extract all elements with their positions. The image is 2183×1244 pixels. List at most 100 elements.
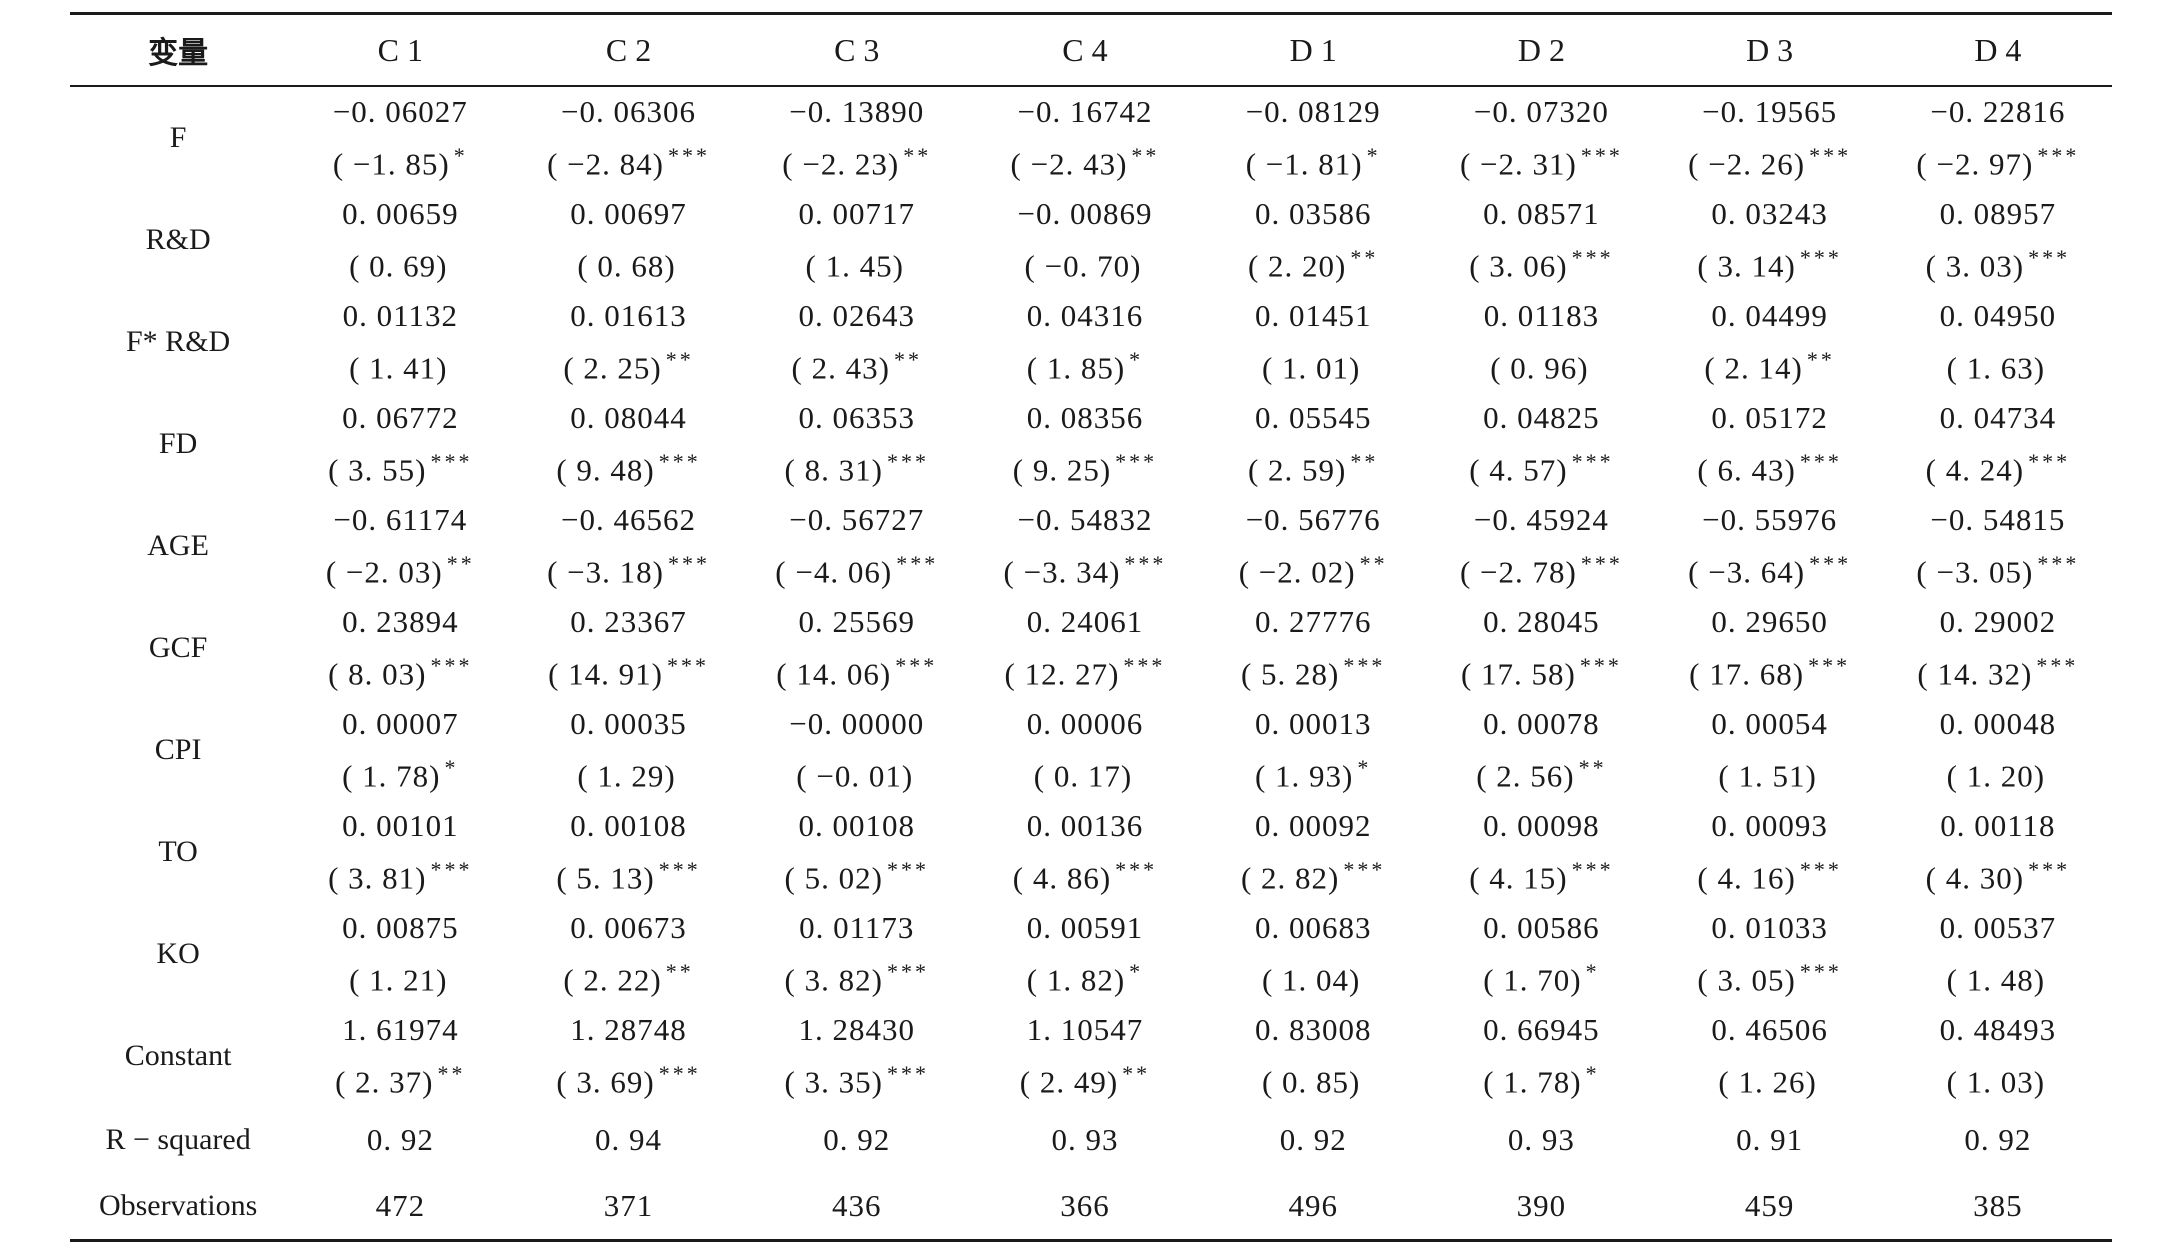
table-cell: −0. 08129 ( −1. 81) * [1199,86,1427,189]
t-statistic: ( 3. 81) [328,860,427,896]
coefficient: 0. 48493 [1939,1011,2057,1047]
coefficient: 0. 66945 [1483,1011,1600,1047]
coefficient: 0. 00007 [342,705,459,741]
t-statistic: ( 6. 43) [1697,452,1796,488]
table-row: R&D 0. 00659( 0. 69) 0. 00697( 0. 68) 0. 00… [70,189,2112,291]
stat-value: 366 [1060,1188,1110,1223]
t-statistic-line: ( 1. 63) [1884,338,2112,390]
t-statistic: ( 8. 31) [784,452,883,488]
t-statistic-line: ( 1. 41) [286,338,514,390]
t-statistic: ( −3. 18) [547,554,664,590]
t-statistic: ( 3. 35) [784,1064,883,1100]
coefficient: −0. 08129 [1245,93,1381,129]
row-label: FD [158,427,198,460]
significance-stars: ** [437,1060,466,1086]
table-row: F* R&D 0. 01132( 1. 41) 0. 01613( 2. 25) **… [70,291,2112,393]
t-statistic: ( −4. 06) [775,554,893,590]
t-statistic-line: ( −2. 26) *** [1656,134,1884,186]
table-cell: −0. 00000 ( −0. 01) [743,699,971,801]
t-statistic-line: ( 12. 27) *** [971,644,1199,696]
table-cell: 0. 01173 ( 3. 82) *** [743,903,971,1005]
t-statistic: ( 4. 15) [1469,860,1568,896]
t-statistic: ( 4. 16) [1697,860,1796,896]
t-statistic-line: ( 4. 30) *** [1884,848,2112,900]
table-cell: −0. 00869 ( −0. 70) [971,189,1199,291]
t-statistic: ( −1. 85) [332,146,450,182]
table-cell: 0. 00697 ( 0. 68) [514,189,742,291]
row-label: F [169,121,187,154]
t-statistic-line: ( 1. 78) * [1427,1052,1655,1104]
t-statistic: ( −2. 31) [1459,146,1577,182]
t-statistic: ( 1. 51) [1718,758,1817,794]
table-cell: 0. 23894 ( 8. 03) *** [286,597,514,699]
t-statistic: ( 1. 85) [1026,350,1126,386]
t-statistic: ( 4. 30) [1925,860,2025,896]
coefficient: 1. 28430 [798,1011,915,1047]
table-row: F −0. 06027( −1. 85) * −0. 06306( −2. 84) **… [70,86,2112,189]
significance-stars: ** [665,958,694,984]
t-statistic: ( −3. 64) [1688,554,1806,590]
t-statistic-line: ( 1. 20) [1884,746,2112,798]
significance-stars: * [1357,754,1372,780]
table-row: CPI 0. 00007( 1. 78) * 0. 00035( 1. 29) −0. … [70,699,2112,801]
t-statistic-line: ( 14. 06) *** [743,644,971,696]
significance-stars: *** [2036,652,2079,678]
t-statistic: ( −2. 78) [1459,554,1577,590]
coefficient: 0. 05545 [1254,399,1372,435]
t-statistic: ( 2. 56) [1476,758,1575,794]
t-statistic: ( 1. 70) [1483,962,1582,998]
coefficient: 0. 23367 [570,603,687,639]
coefficient: −0. 00869 [1017,195,1153,231]
t-statistic-line: ( −2. 43) ** [971,134,1199,186]
regression-table: 变量 C 1 C 2 C 3 C 4 D 1 D 2 D 3 D 4 F −0. … [70,12,2112,1242]
table-cell: 0. 01132 ( 1. 41) [286,291,514,393]
significance-stars: *** [1580,550,1623,576]
coefficient: 0. 00136 [1026,807,1144,843]
t-statistic: ( 3. 82) [784,962,883,998]
significance-stars: *** [1809,550,1852,576]
t-statistic-line: ( 9. 25) *** [971,440,1199,492]
table-cell: 0. 24061 ( 12. 27) *** [971,597,1199,699]
t-statistic-line: ( 2. 43) ** [743,338,971,390]
t-statistic-line: ( 5. 13) *** [514,848,742,900]
coefficient: 0. 06772 [342,399,459,435]
t-statistic: ( −0. 70) [1024,248,1142,284]
significance-stars: *** [1571,244,1614,270]
table-cell: 0. 00092 ( 2. 82) *** [1199,801,1427,903]
significance-stars: *** [658,856,701,882]
significance-stars: ** [903,142,932,168]
table-cell: −0. 61174 ( −2. 03) ** [286,495,514,597]
t-statistic: ( 2. 49) [1019,1064,1119,1100]
significance-stars: *** [1115,856,1158,882]
table-cell: 1. 28430 ( 3. 35) *** [743,1005,971,1107]
coefficient: 0. 08356 [1026,399,1144,435]
table-cell: 0. 08044 ( 9. 48) *** [514,393,742,495]
t-statistic-line: ( 1. 01) [1199,338,1427,390]
coefficient: 0. 04316 [1026,297,1144,333]
table-cell: 0. 00136 ( 4. 86) *** [971,801,1199,903]
t-statistic: ( 2. 20) [1247,248,1347,284]
t-statistic: ( −2. 02) [1238,554,1356,590]
t-statistic: ( 1. 21) [349,962,448,998]
significance-stars: *** [2028,244,2071,270]
row-label: F* R&D [126,325,231,358]
table-cell: 0. 06772 ( 3. 55) *** [286,393,514,495]
stat-value: 0. 91 [1736,1122,1804,1157]
coefficient: −0. 06027 [332,93,468,129]
table-cell: 0. 00683 ( 1. 04) [1199,903,1427,1005]
t-statistic: ( 9. 25) [1012,452,1112,488]
t-statistic: ( 0. 17) [1033,758,1133,794]
table-cell: 0. 00078 ( 2. 56) ** [1427,699,1655,801]
regression-table-container: 变量 C 1 C 2 C 3 C 4 D 1 D 2 D 3 D 4 F −0. … [70,12,2112,1242]
t-statistic-line: ( 1. 70) * [1427,950,1655,1002]
t-statistic-line: ( 1. 85) * [971,338,1199,390]
significance-stars: * [453,142,468,168]
coefficient: 0. 00093 [1711,807,1828,843]
coefficient: 0. 29002 [1939,603,2057,639]
stat-value: 390 [1516,1188,1567,1223]
table-cell: 0. 00717 ( 1. 45) [743,189,971,291]
t-statistic: ( 1. 78) [342,758,441,794]
t-statistic-line: ( 0. 85) [1199,1052,1427,1104]
t-statistic-line: ( 6. 43) *** [1656,440,1884,492]
t-statistic: ( 1. 82) [1026,962,1126,998]
